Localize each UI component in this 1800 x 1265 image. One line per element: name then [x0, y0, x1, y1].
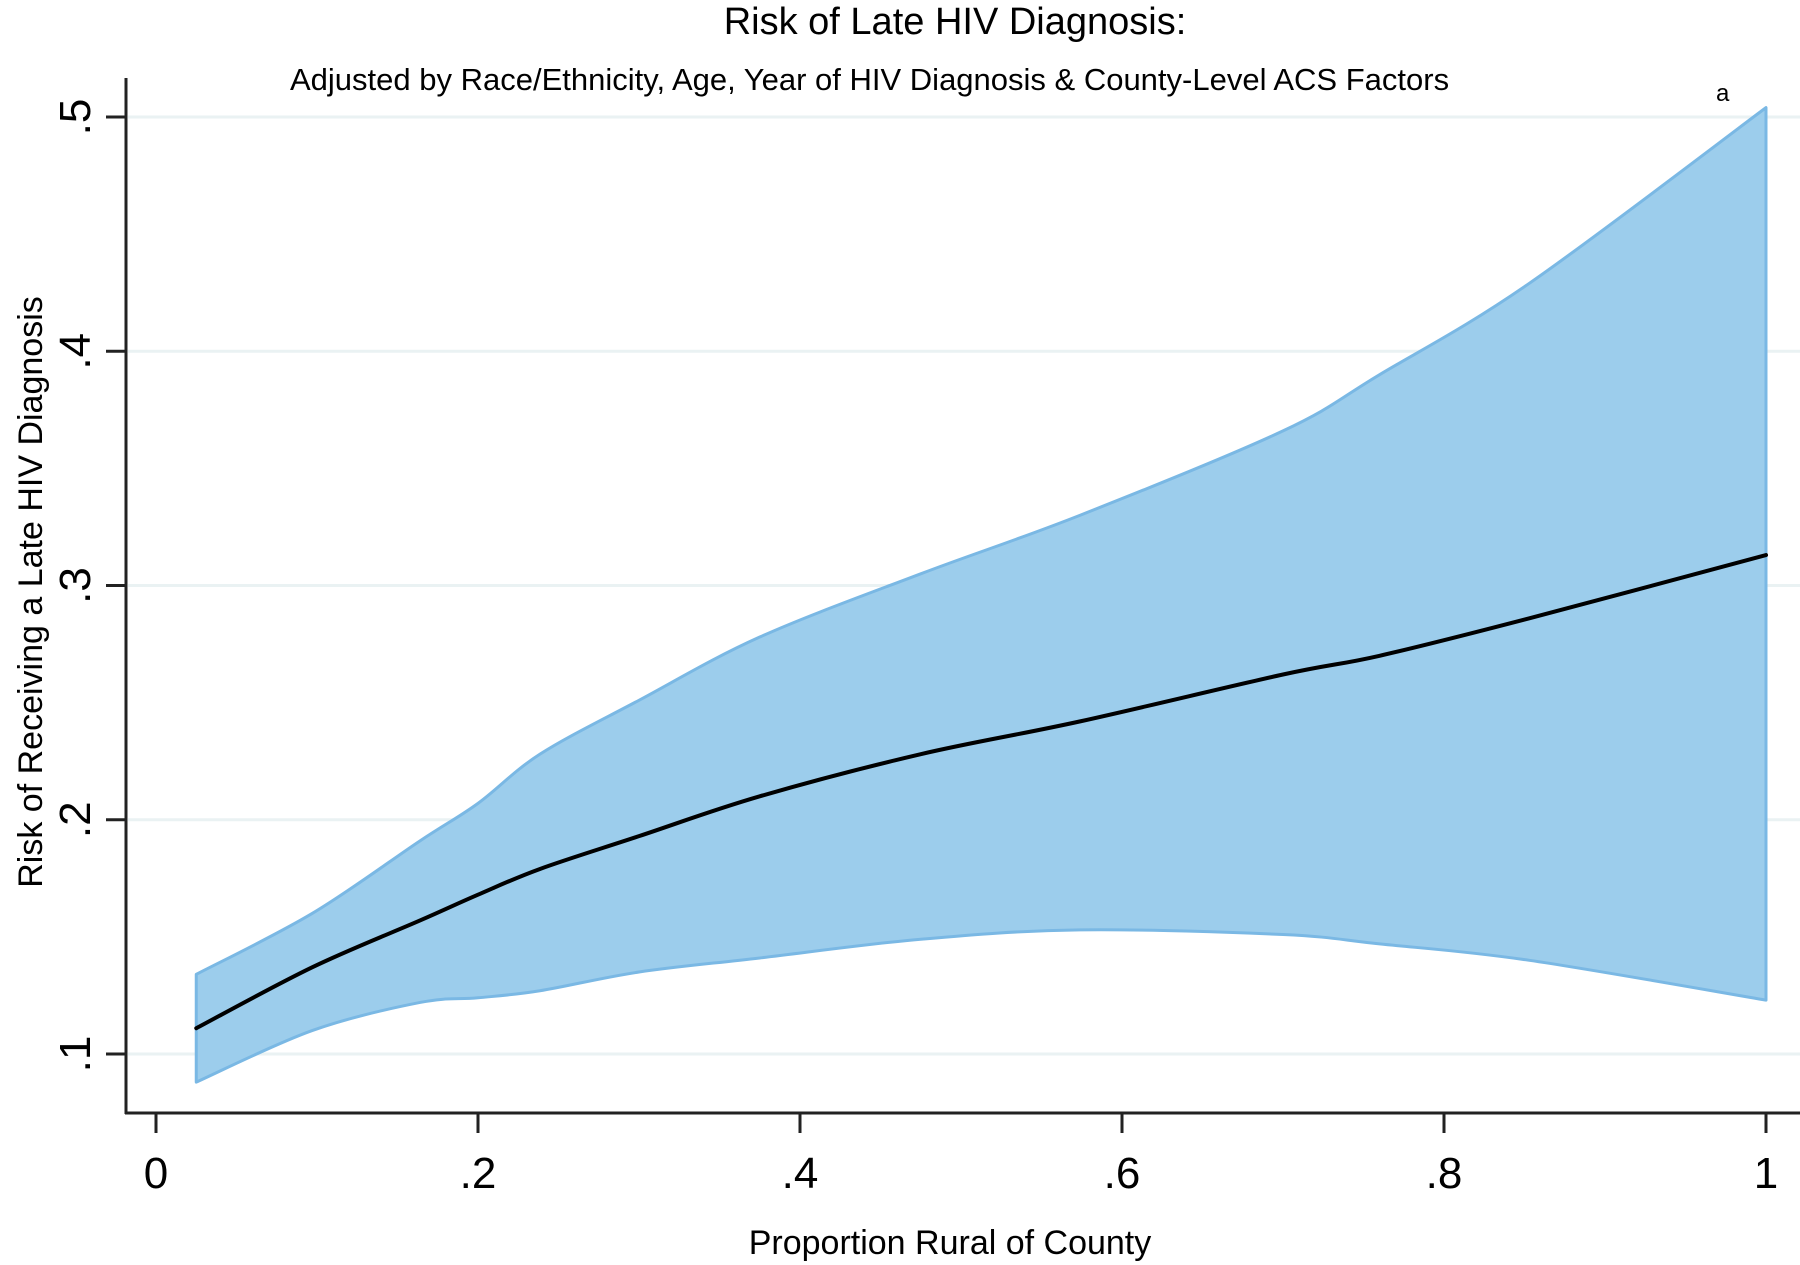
chart-title: Risk of Late HIV Diagnosis:	[724, 1, 1187, 43]
x-tick-label: .8	[1426, 1149, 1463, 1198]
y-tick-label: .2	[51, 801, 100, 838]
predicted-risk-line	[194, 553, 1768, 1031]
y-tick-label: .3	[51, 567, 100, 604]
y-tick-label: .1	[51, 1036, 100, 1073]
chart-subtitle: Adjusted by Race/Ethnicity, Age, Year of…	[290, 62, 1449, 97]
fit-line	[194, 553, 1768, 1031]
x-tick-label: 1	[1754, 1149, 1778, 1198]
x-axis-label: Proportion Rural of County	[749, 1224, 1152, 1262]
y-axis-label: Risk of Receiving a Late HIV Diagnosis	[12, 296, 50, 888]
axes	[124, 78, 1800, 1115]
y-tick-label: .5	[51, 99, 100, 136]
y-tick-label: .4	[51, 333, 100, 370]
x-tick-label: 0	[144, 1149, 168, 1198]
y-ticks: .1 .2 .3 .4 .5	[51, 99, 126, 1073]
x-tick-label: .2	[460, 1149, 497, 1198]
x-tick-label: .4	[782, 1149, 819, 1198]
subtitle-superscript: a	[1716, 80, 1730, 107]
confidence-band	[194, 106, 1768, 1084]
x-ticks: 0 .2 .4 .6 .8 1	[144, 1113, 1778, 1198]
x-tick-label: .6	[1104, 1149, 1141, 1198]
ci-band-area	[194, 106, 1768, 1084]
